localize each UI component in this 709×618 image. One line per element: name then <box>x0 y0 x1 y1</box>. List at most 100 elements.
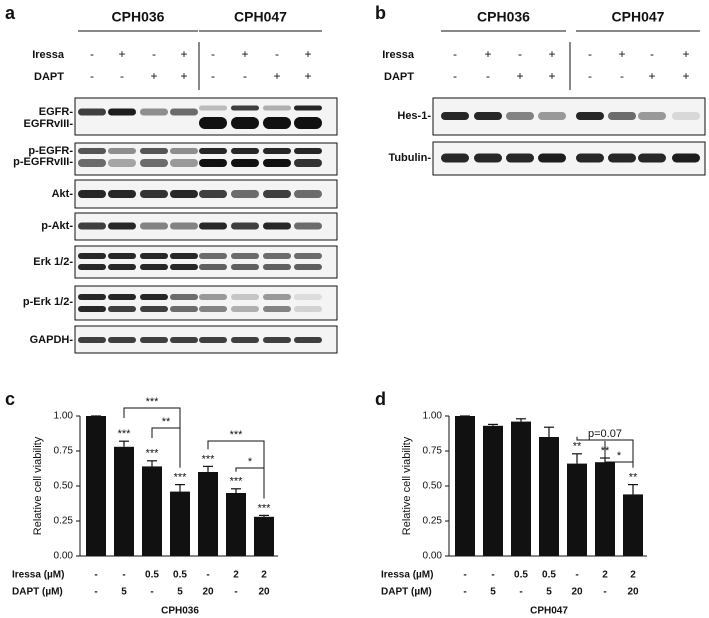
condition-sign: + <box>241 47 248 61</box>
blot-band <box>199 264 227 270</box>
x-row-value: - <box>234 587 237 598</box>
error-bar <box>231 488 241 493</box>
x-row-value: - <box>150 587 153 598</box>
blot-band <box>263 105 291 111</box>
x-row-value: 0.5 <box>173 570 187 581</box>
blot-band <box>140 253 168 259</box>
x-row-label: DAPT (µM) <box>12 587 63 598</box>
blot-band <box>441 112 469 120</box>
x-row-value: 0.5 <box>145 570 159 581</box>
blot-band <box>608 153 636 163</box>
bar <box>511 421 531 556</box>
y-tick-label: 0.25 <box>423 516 443 527</box>
y-tick-label: 0.75 <box>54 446 74 457</box>
y-tick-label: 0.25 <box>54 516 74 527</box>
condition-sign: + <box>548 69 555 83</box>
blot-band <box>199 253 227 259</box>
blot-band <box>231 253 259 259</box>
condition-sign: + <box>150 69 157 83</box>
x-row-value: 2 <box>630 570 636 581</box>
bar <box>114 446 134 556</box>
blot-band <box>608 112 636 120</box>
blot-label: Hes-1- <box>397 110 431 122</box>
condition-sign: + <box>180 69 187 83</box>
bar <box>483 425 503 556</box>
condition-label: Iressa <box>382 49 415 61</box>
condition-sign: - <box>453 47 457 61</box>
significance-label: ** <box>629 472 638 484</box>
blot-band <box>231 264 259 270</box>
blot-band <box>294 253 322 259</box>
comparison-label: * <box>617 450 622 462</box>
blot-band <box>78 306 106 312</box>
significance-label: *** <box>202 453 216 465</box>
comparison-bracket <box>576 436 634 468</box>
blot-band <box>108 108 136 116</box>
condition-sign: + <box>682 47 689 61</box>
error-bar <box>516 418 526 422</box>
blot-band <box>78 294 106 300</box>
error-bar <box>147 460 157 467</box>
x-axis-label: CPH047 <box>530 606 568 617</box>
blot-band <box>231 105 259 111</box>
blot-band <box>576 153 604 163</box>
blot-band <box>108 222 136 230</box>
significance-label: *** <box>258 502 272 514</box>
condition-sign: - <box>453 69 457 83</box>
comparison-label: ** <box>162 416 171 428</box>
condition-sign: + <box>273 69 280 83</box>
group-label: CPH047 <box>612 9 665 25</box>
condition-sign: + <box>304 47 311 61</box>
y-tick-label: 0.75 <box>423 446 443 457</box>
blot-band <box>294 337 322 343</box>
bar <box>623 494 643 556</box>
blot-band <box>199 159 227 167</box>
blot-box <box>74 97 338 136</box>
blot-band <box>199 222 227 230</box>
y-tick-label: 0.00 <box>54 551 74 562</box>
blot-band <box>170 306 198 312</box>
blot-band <box>170 253 198 259</box>
condition-sign: - <box>211 69 215 83</box>
blot-band <box>474 153 502 163</box>
blot-band <box>108 190 136 198</box>
y-tick-label: 0.50 <box>54 481 74 492</box>
condition-sign: + <box>548 47 555 61</box>
condition-sign: + <box>682 69 689 83</box>
x-row-value: - <box>94 587 97 598</box>
blot-band <box>140 306 168 312</box>
x-row-value: 5 <box>490 587 496 598</box>
blot-band <box>263 222 291 230</box>
error-bar <box>488 423 498 426</box>
blot-band <box>263 159 291 167</box>
condition-sign: - <box>588 69 592 83</box>
x-row-value: 0.5 <box>542 570 556 581</box>
y-tick-label: 0.50 <box>423 481 443 492</box>
comparison-label: p=0.07 <box>588 428 622 440</box>
blot-band <box>263 148 291 154</box>
blot-band <box>108 253 136 259</box>
x-axis-label: CPH036 <box>161 606 199 617</box>
blot-band <box>538 153 566 163</box>
blot-band <box>108 148 136 154</box>
x-row-value: - <box>94 570 97 581</box>
blot-box <box>74 245 338 279</box>
group-label: CPH047 <box>234 9 287 25</box>
bar <box>198 472 218 556</box>
x-row-value: - <box>575 570 578 581</box>
bar <box>86 416 106 556</box>
blot-band <box>638 153 666 163</box>
blot-band <box>231 222 259 230</box>
condition-sign: + <box>304 69 311 83</box>
blot-band <box>170 159 198 167</box>
x-row-value: 20 <box>258 587 270 598</box>
x-row-value: 20 <box>627 587 639 598</box>
error-bar <box>628 484 638 495</box>
blot-band <box>108 306 136 312</box>
blot-band <box>294 306 322 312</box>
blot-band <box>170 148 198 154</box>
blot-box <box>74 285 338 321</box>
blot-band <box>474 112 502 120</box>
x-row-value: - <box>603 587 606 598</box>
panel-label: b <box>375 3 386 23</box>
